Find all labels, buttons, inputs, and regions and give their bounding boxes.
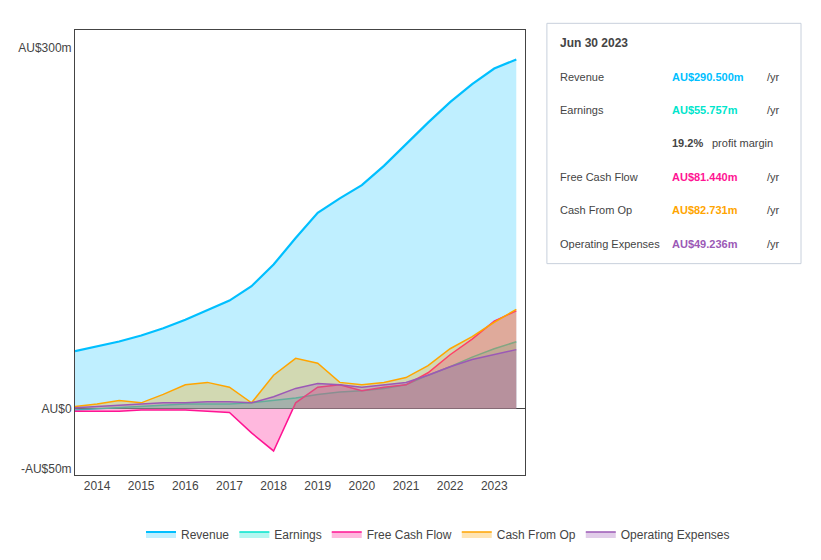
svg-text:Revenue: Revenue [181, 528, 229, 542]
svg-text:2020: 2020 [348, 479, 375, 493]
svg-text:2019: 2019 [304, 479, 331, 493]
svg-text:Earnings: Earnings [560, 104, 604, 116]
svg-text:2021: 2021 [393, 479, 420, 493]
svg-text:2014: 2014 [84, 479, 111, 493]
svg-text:/yr: /yr [767, 71, 780, 83]
svg-text:Jun 30 2023: Jun 30 2023 [560, 36, 628, 50]
svg-text:AU$55.757m: AU$55.757m [672, 104, 738, 116]
svg-text:AU$82.731m: AU$82.731m [672, 204, 738, 216]
svg-text:Free Cash Flow: Free Cash Flow [367, 528, 452, 542]
svg-text:2018: 2018 [260, 479, 287, 493]
svg-text:profit margin: profit margin [712, 137, 773, 149]
svg-text:AU$290.500m: AU$290.500m [672, 71, 744, 83]
svg-text:2016: 2016 [172, 479, 199, 493]
svg-text:2015: 2015 [128, 479, 155, 493]
svg-text:2023: 2023 [481, 479, 508, 493]
svg-text:/yr: /yr [767, 171, 780, 183]
svg-text:AU$81.440m: AU$81.440m [672, 171, 738, 183]
svg-text:AU$49.236m: AU$49.236m [672, 238, 738, 250]
svg-text:19.2%: 19.2% [672, 137, 703, 149]
svg-text:2022: 2022 [437, 479, 464, 493]
svg-text:Cash From Op: Cash From Op [560, 204, 632, 216]
svg-text:/yr: /yr [767, 204, 780, 216]
svg-text:/yr: /yr [767, 104, 780, 116]
svg-text:AU$300m: AU$300m [18, 41, 71, 55]
svg-text:2017: 2017 [216, 479, 243, 493]
svg-text:AU$0: AU$0 [42, 402, 72, 416]
svg-text:Free Cash Flow: Free Cash Flow [560, 171, 638, 183]
svg-text:-AU$50m: -AU$50m [21, 462, 72, 476]
svg-text:Revenue: Revenue [560, 71, 604, 83]
svg-text:/yr: /yr [767, 238, 780, 250]
svg-text:Operating Expenses: Operating Expenses [621, 528, 730, 542]
svg-text:Cash From Op: Cash From Op [497, 528, 576, 542]
svg-text:Operating Expenses: Operating Expenses [560, 238, 660, 250]
svg-text:Earnings: Earnings [274, 528, 321, 542]
